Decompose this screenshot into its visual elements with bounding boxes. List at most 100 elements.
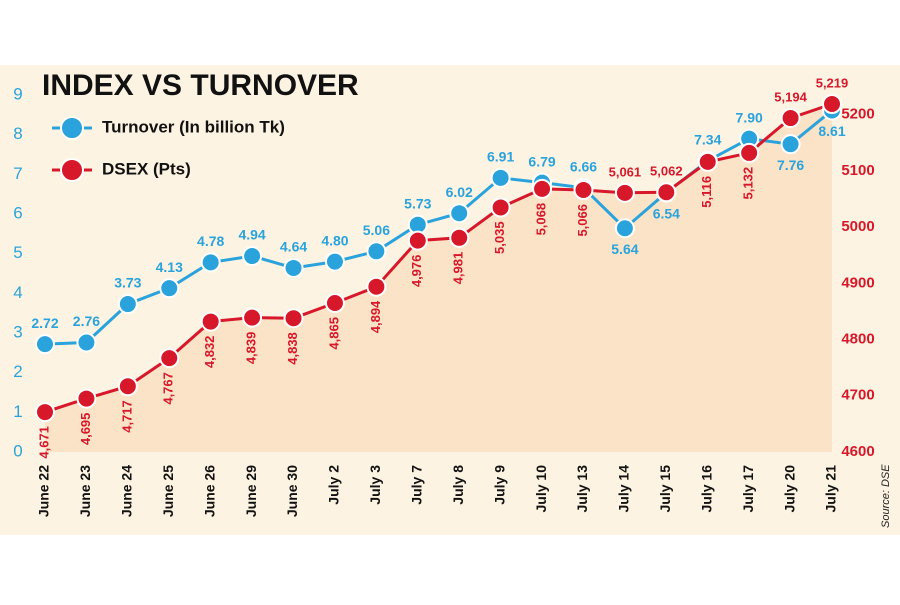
data-label: 4,838 <box>285 332 300 365</box>
area <box>45 103 832 453</box>
y2-tick-label: 4900 <box>841 274 874 291</box>
point <box>159 348 180 369</box>
point <box>780 108 801 129</box>
y2-tick-label: 5100 <box>841 162 874 179</box>
data-label: 4,695 <box>78 413 93 446</box>
point <box>490 197 511 218</box>
legend-label: Turnover (In billion Tk) <box>102 117 285 136</box>
point <box>117 294 138 315</box>
data-label: 6.54 <box>653 205 680 221</box>
data-label: 4,981 <box>451 252 466 285</box>
point <box>822 93 842 114</box>
data-label: 8.61 <box>818 123 845 139</box>
y-tick-label: 7 <box>13 164 22 183</box>
data-label: 4,865 <box>326 317 341 350</box>
point <box>159 278 180 299</box>
data-label: 4.78 <box>197 233 224 249</box>
data-label: 5.64 <box>611 241 638 257</box>
point <box>573 180 594 201</box>
data-label: 5.73 <box>404 195 431 211</box>
point <box>35 334 55 355</box>
y2-tick-label: 4800 <box>841 331 874 348</box>
x-tick-label: July 16 <box>698 465 714 513</box>
data-label: 5.06 <box>363 222 390 238</box>
data-label: 5,061 <box>609 164 642 179</box>
data-label: 3.73 <box>114 275 141 291</box>
data-label: 4,894 <box>368 300 383 333</box>
point <box>117 376 138 397</box>
x-tick-label: July 13 <box>574 465 590 513</box>
data-label: 4.94 <box>238 227 265 243</box>
point <box>739 142 760 163</box>
point <box>780 134 801 155</box>
x-tick-label: July 20 <box>781 465 797 513</box>
point <box>656 182 677 203</box>
x-tick-label: June 25 <box>160 465 176 517</box>
point <box>532 178 553 199</box>
data-label: 6.91 <box>487 149 514 165</box>
y-tick-label: 6 <box>13 203 22 222</box>
x-tick-label: July 14 <box>616 465 632 513</box>
x-tick-label: July 2 <box>326 465 342 505</box>
point <box>242 307 263 328</box>
data-label: 4,767 <box>161 372 176 405</box>
point <box>366 241 387 262</box>
data-label: 4.64 <box>280 239 307 255</box>
y-tick-label: 5 <box>13 243 22 262</box>
x-tick-label: July 7 <box>408 465 424 505</box>
x-tick-label: July 17 <box>740 465 756 513</box>
legend-label: DSEX (Pts) <box>102 159 191 178</box>
point <box>242 246 263 267</box>
y-tick-label: 0 <box>13 441 22 460</box>
y-tick-label: 9 <box>13 84 22 103</box>
data-label: 7.76 <box>777 157 804 173</box>
point <box>76 388 97 409</box>
data-label: 4.13 <box>156 259 183 275</box>
point <box>449 227 470 248</box>
point <box>283 257 304 278</box>
x-tick-label: June 24 <box>119 465 135 517</box>
y-tick-label: 8 <box>13 124 22 143</box>
x-tick-label: July 21 <box>823 465 839 513</box>
y2-tick-label: 4600 <box>841 443 874 460</box>
data-label: 2.76 <box>73 313 100 329</box>
y2-tick-label: 5000 <box>841 218 874 235</box>
data-label: 6.02 <box>446 184 473 200</box>
data-label: 4.80 <box>321 232 348 248</box>
point <box>324 293 345 314</box>
data-label: 5,132 <box>741 167 756 200</box>
y-tick-label: 3 <box>13 322 22 341</box>
y-tick-label: 2 <box>13 362 22 381</box>
data-label: 4,717 <box>119 400 134 433</box>
source: Source: DSE <box>880 464 892 528</box>
y-tick-label: 4 <box>13 283 22 302</box>
point <box>614 182 635 203</box>
data-label: 5,219 <box>816 75 849 90</box>
point <box>449 203 470 224</box>
point <box>200 311 221 332</box>
x-tick-label: June 29 <box>243 465 259 517</box>
y-tick-label: 1 <box>13 402 22 421</box>
point <box>697 151 718 172</box>
data-label: 5,068 <box>533 203 548 236</box>
data-label: 6.66 <box>570 159 597 175</box>
legend-marker <box>60 158 84 182</box>
x-tick-label: June 22 <box>36 465 52 517</box>
x-tick-label: July 10 <box>533 465 549 513</box>
x-tick-label: July 3 <box>367 465 383 505</box>
data-label: 5,062 <box>650 164 683 179</box>
point <box>76 332 97 353</box>
data-label: 5,035 <box>492 221 507 254</box>
point <box>35 402 55 423</box>
data-label: 7.34 <box>694 132 721 148</box>
data-label: 5,116 <box>699 176 714 208</box>
point <box>200 252 221 273</box>
legend-marker <box>60 116 84 140</box>
data-label: 4,976 <box>409 255 424 288</box>
data-label: 6.79 <box>528 153 555 169</box>
point <box>614 218 635 239</box>
x-tick-label: July 9 <box>491 465 507 505</box>
x-tick-label: July 15 <box>657 465 673 513</box>
data-label: 4,671 <box>36 426 51 459</box>
point <box>490 167 511 188</box>
